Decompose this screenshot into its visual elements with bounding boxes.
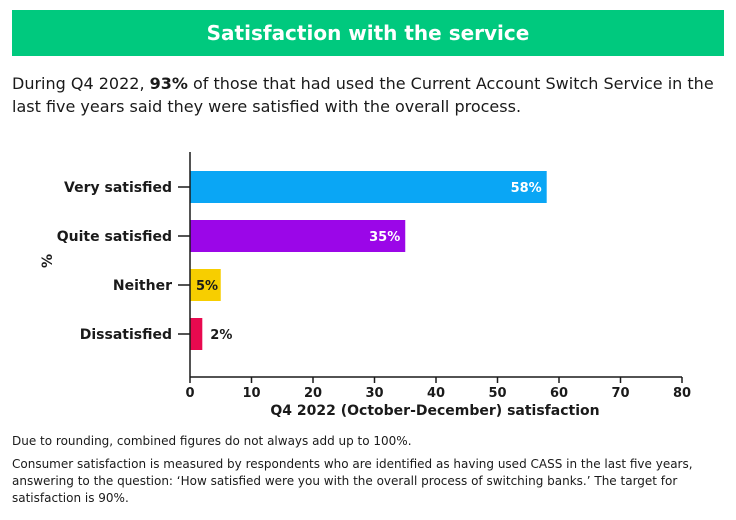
category-label: Neither	[113, 278, 172, 294]
bar	[190, 220, 406, 252]
category-label: Quite satisfied	[57, 229, 172, 245]
bar-chart: 58% 35% 5% 2% Very satisfied Quite satisfied…	[40, 152, 691, 419]
chart-header: Satisfaction with the service	[12, 10, 724, 56]
bar	[190, 171, 547, 203]
x-tick-label: 40	[427, 386, 445, 401]
x-tick-label: 0	[185, 386, 194, 401]
data-label: 35%	[369, 230, 400, 245]
intro-highlight: 93%	[149, 74, 188, 93]
bar	[190, 269, 221, 301]
x-tick-label: 50	[488, 386, 506, 401]
chart-title: Satisfaction with the service	[206, 21, 530, 45]
axes-layer: Very satisfied Quite satisfied Neither Diss…	[57, 152, 691, 401]
x-tick-label: 30	[365, 386, 383, 401]
intro-text: During Q4 2022, 93% of those that had us…	[12, 72, 724, 118]
bars-layer: 58% 35% 5% 2%	[190, 171, 547, 350]
data-label: 5%	[196, 279, 218, 294]
bar	[190, 318, 203, 350]
x-tick-label: 60	[550, 386, 568, 401]
x-axis-label: Q4 2022 (October-December) satisfaction	[270, 403, 599, 419]
intro-after: of those that had used the Current Accou…	[12, 74, 714, 116]
x-tick-label: 20	[304, 386, 322, 401]
data-label: 2%	[210, 328, 232, 343]
category-label: Dissatisfied	[80, 327, 172, 343]
x-tick-label: 10	[242, 386, 260, 401]
data-label: 58%	[511, 181, 542, 196]
y-axis-label: %	[40, 254, 56, 268]
category-label: Very satisfied	[64, 180, 172, 196]
x-tick-label: 80	[673, 386, 691, 401]
rounding-note: Due to rounding, combined figures do not…	[12, 434, 412, 448]
method-note: Consumer satisfaction is measured by res…	[12, 457, 693, 505]
x-tick-label: 70	[611, 386, 629, 401]
footnotes: Due to rounding, combined figures do not…	[12, 433, 724, 513]
intro-before: During Q4 2022,	[12, 74, 150, 93]
